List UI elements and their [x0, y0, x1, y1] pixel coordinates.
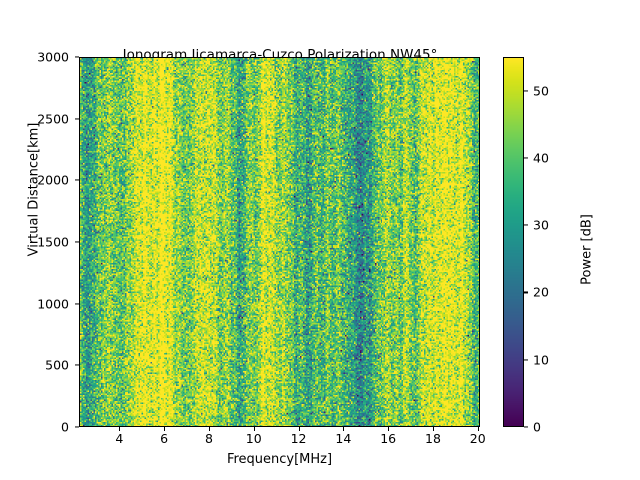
colorbar-tick-label: 40 — [533, 150, 549, 166]
heatmap-plot-area — [79, 57, 480, 427]
ionogram-heatmap — [80, 58, 479, 426]
colorbar-tick-label: 10 — [533, 352, 549, 368]
x-tick-label: 10 — [245, 431, 262, 446]
y-tick-mark — [75, 56, 79, 58]
y-tick-label: 3000 — [37, 49, 69, 65]
colorbar-tick-mark — [524, 90, 528, 92]
colorbar-tick-mark — [524, 157, 528, 159]
x-tick-label: 18 — [425, 431, 441, 446]
x-tick-mark — [253, 427, 255, 431]
colorbar-tick-mark — [524, 426, 528, 428]
colorbar-tick-label: 0 — [533, 419, 541, 435]
y-tick-label: 500 — [45, 357, 69, 373]
colorbar-tick-mark — [524, 224, 528, 226]
x-tick-label: 6 — [160, 431, 169, 446]
x-tick-mark — [119, 427, 121, 431]
y-tick-label: 1500 — [37, 234, 69, 250]
x-tick-mark — [432, 427, 435, 431]
x-tick-mark — [388, 427, 390, 431]
y-tick-mark — [75, 118, 79, 120]
colorbar-tick-mark — [524, 359, 528, 361]
y-tick-label: 2000 — [37, 172, 69, 188]
x-tick-mark — [208, 427, 211, 431]
colorbar-tick-label: 30 — [533, 217, 549, 233]
colorbar-tick-label: 20 — [533, 284, 549, 300]
x-tick-label: 20 — [469, 431, 486, 446]
colorbar-label: Power [dB] — [579, 214, 595, 285]
x-tick-label: 12 — [290, 431, 307, 446]
x-axis-label: Frequency[MHz] — [226, 452, 333, 467]
x-tick-label: 16 — [380, 431, 397, 446]
colorbar-gradient — [504, 58, 523, 426]
x-tick-mark — [164, 427, 166, 431]
y-tick-mark — [75, 364, 79, 366]
x-tick-label: 4 — [115, 431, 124, 446]
x-tick-mark — [298, 427, 300, 431]
colorbar-tick-mark — [524, 291, 528, 293]
x-tick-mark — [343, 427, 345, 431]
x-tick-label: 8 — [204, 431, 213, 446]
y-tick-label: 0 — [61, 419, 69, 435]
y-tick-mark — [75, 241, 79, 243]
y-tick-mark — [75, 426, 79, 428]
y-tick-mark — [75, 303, 79, 305]
colorbar-tick-label: 50 — [533, 83, 549, 99]
y-tick-mark — [75, 179, 79, 181]
x-tick-mark — [477, 427, 479, 431]
y-tick-label: 1000 — [37, 296, 69, 312]
y-tick-label: 2500 — [37, 111, 69, 127]
colorbar — [503, 57, 524, 427]
x-tick-label: 14 — [335, 431, 352, 446]
